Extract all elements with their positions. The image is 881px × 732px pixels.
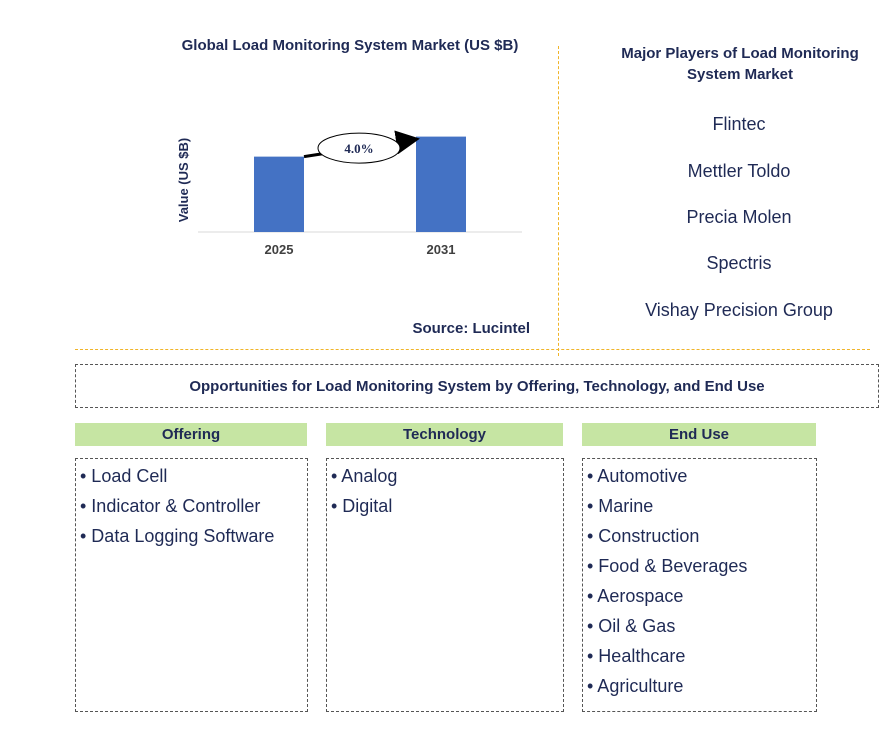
list-item: • Construction xyxy=(587,526,700,546)
vertical-divider xyxy=(558,46,559,356)
horizontal-divider xyxy=(75,349,870,350)
cagr-label: 4.0% xyxy=(344,141,373,156)
list-item: • Load Cell xyxy=(80,466,168,486)
x-tick-label: 2025 xyxy=(265,242,294,257)
list-item: • Healthcare xyxy=(587,646,686,666)
list-item: • Indicator & Controller xyxy=(80,496,261,516)
list-item: • Automotive xyxy=(587,466,688,486)
opportunities-title: Opportunities for Load Monitoring System… xyxy=(75,364,879,408)
player-item: Mettler Toldo xyxy=(687,161,791,181)
chart-title: Global Load Monitoring System Market (US… xyxy=(181,37,519,54)
end-use-list: • Automotive • Marine • Construction • F… xyxy=(582,458,817,712)
list-item: • Aerospace xyxy=(587,586,684,606)
list-item: • Agriculture xyxy=(587,676,684,696)
x-tick-label: 2031 xyxy=(427,242,456,257)
bar-chart: Value (US $B) 2025 2031 4.0% xyxy=(176,130,522,257)
player-item: Flintec xyxy=(712,114,766,134)
offering-header: Offering xyxy=(75,423,307,446)
list-item: • Oil & Gas xyxy=(587,616,676,636)
bar-2025 xyxy=(254,156,304,232)
player-item: Spectris xyxy=(706,253,772,273)
offering-list: • Load Cell • Indicator & Controller • D… xyxy=(75,458,308,712)
list-item: • Marine xyxy=(587,496,654,516)
source-note: Source: Lucintel xyxy=(412,320,530,337)
technology-list: • Analog • Digital xyxy=(326,458,564,712)
list-item: • Food & Beverages xyxy=(587,556,748,576)
player-item: Vishay Precision Group xyxy=(645,300,833,320)
list-item: • Analog xyxy=(331,466,398,486)
list-item: • Data Logging Software xyxy=(80,526,275,546)
player-item: Precia Molen xyxy=(686,207,792,227)
y-axis-label: Value (US $B) xyxy=(176,138,191,223)
list-item: • Digital xyxy=(331,496,393,516)
technology-header: Technology xyxy=(326,423,563,446)
bar-2031 xyxy=(416,136,466,232)
players-title: Major Players of Load Monitoring System … xyxy=(621,45,859,83)
end-use-header: End Use xyxy=(582,423,816,446)
cagr-bubble xyxy=(317,132,401,164)
